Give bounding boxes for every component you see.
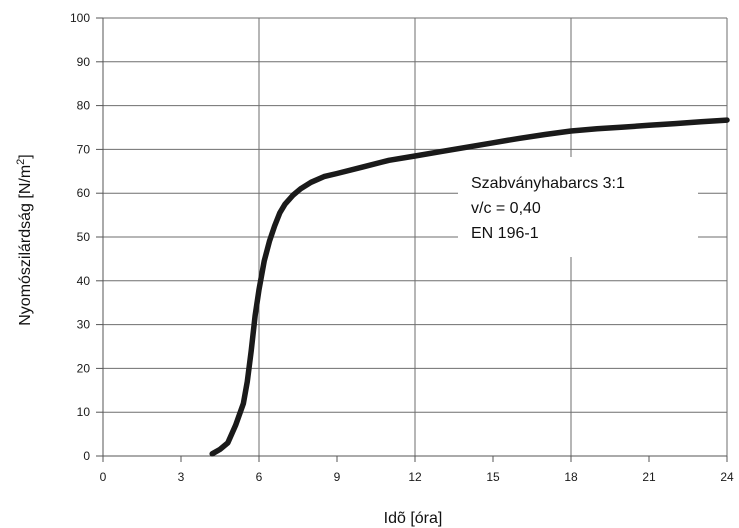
y-axis-label-superscript: 2 (15, 159, 27, 165)
annotation-line-2: v/c = 0,40 (471, 200, 541, 217)
y-axis-label: Nyomószilárdság [N/m2] (15, 154, 34, 326)
x-tick-label: 3 (178, 470, 185, 484)
y-tick-label: 70 (77, 142, 91, 156)
y-tick-label: 20 (77, 361, 91, 375)
y-axis-label-main: Nyomószilárdság [N/m (17, 165, 34, 326)
series-line-1 (209, 117, 730, 457)
x-tick-label: 12 (408, 470, 422, 484)
x-tick-label: 9 (334, 470, 341, 484)
series-layer (209, 117, 730, 457)
y-tick-label: 90 (77, 55, 91, 69)
annotation-background (458, 157, 698, 257)
y-tick-label: 60 (77, 186, 91, 200)
y-tick-label: 30 (77, 318, 91, 332)
x-tick-label: 6 (256, 470, 263, 484)
y-tick-label: 40 (77, 274, 91, 288)
x-tick-label: 21 (642, 470, 656, 484)
y-tick-label: 10 (77, 405, 91, 419)
x-axis-label: Idõ [óra] (384, 510, 443, 527)
annotation-line-1: Szabványhabarcs 3:1 (471, 175, 625, 192)
x-tick-label: 18 (564, 470, 578, 484)
x-tick-label: 15 (486, 470, 500, 484)
tick-labels: 0 10 20 30 40 50 60 70 80 90 100 0 3 6 9 12 15 18 21 24 (70, 11, 734, 484)
y-tick-label: 0 (83, 449, 90, 463)
axes (96, 17, 728, 462)
annotation-box: Szabványhabarcs 3:1 v/c = 0,40 EN 196-1 (458, 157, 698, 257)
x-tick-label: 0 (100, 470, 107, 484)
y-axis-label-end: ] (17, 154, 34, 158)
y-tick-label: 50 (77, 230, 91, 244)
annotation-line-3: EN 196-1 (471, 225, 539, 242)
y-tick-label: 80 (77, 99, 91, 113)
x-tick-label: 24 (720, 470, 734, 484)
y-tick-label: 100 (70, 11, 90, 25)
